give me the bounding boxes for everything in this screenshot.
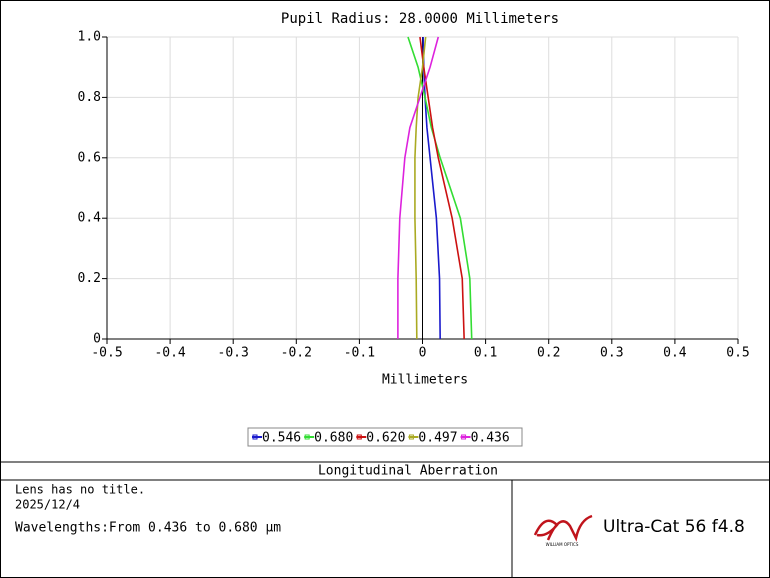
x-tick-label: -0.3 xyxy=(218,346,249,361)
legend-marker xyxy=(304,434,310,440)
y-tick-label: 0 xyxy=(93,332,101,347)
y-tick-label: 0.8 xyxy=(78,90,101,105)
x-tick-label: 0.1 xyxy=(474,346,497,361)
x-tick-label: -0.5 xyxy=(91,346,122,361)
legend-marker xyxy=(252,434,258,440)
x-tick-label: -0.2 xyxy=(281,346,312,361)
plot-name: Longitudinal Aberration xyxy=(318,464,498,479)
aberration-curve xyxy=(397,36,440,339)
brand-name: WILLIAM OPTICS xyxy=(546,542,579,547)
legend-label: 0.497 xyxy=(418,431,457,446)
date: 2025/12/4 xyxy=(15,498,80,512)
legend-box xyxy=(247,427,523,447)
x-tick-label: 0 xyxy=(419,346,427,361)
product-name: Ultra-Cat 56 f4.8 xyxy=(603,517,745,537)
legend-marker xyxy=(461,434,467,440)
brand-logo xyxy=(533,514,593,542)
y-tick-label: 1.0 xyxy=(78,30,101,45)
y-tick-label: 0.6 xyxy=(78,150,101,165)
x-tick-label: -0.1 xyxy=(344,346,375,361)
legend-label: 0.620 xyxy=(366,431,405,446)
chart-title: Pupil Radius: 28.0000 Millimeters xyxy=(281,11,559,27)
x-tick-label: 0.5 xyxy=(726,346,749,361)
x-axis-label: Millimeters xyxy=(382,373,468,388)
legend-label: 0.436 xyxy=(471,431,510,446)
legend-label: 0.546 xyxy=(262,431,301,446)
wavelengths: Wavelengths:From 0.436 to 0.680 µm xyxy=(15,521,281,536)
x-tick-label: 0.4 xyxy=(663,346,687,361)
aberration-curve xyxy=(414,36,427,340)
y-tick-label: 0.4 xyxy=(78,211,102,226)
legend-label: 0.680 xyxy=(314,431,353,446)
x-tick-label: -0.4 xyxy=(154,346,185,361)
x-tick-label: 0.2 xyxy=(537,346,560,361)
lens-title: Lens has no title. xyxy=(15,483,145,497)
legend-marker xyxy=(408,434,414,440)
x-tick-label: 0.3 xyxy=(600,346,623,361)
aberration-curve xyxy=(419,36,465,340)
y-tick-label: 0.2 xyxy=(78,271,101,286)
legend-marker xyxy=(356,434,362,440)
